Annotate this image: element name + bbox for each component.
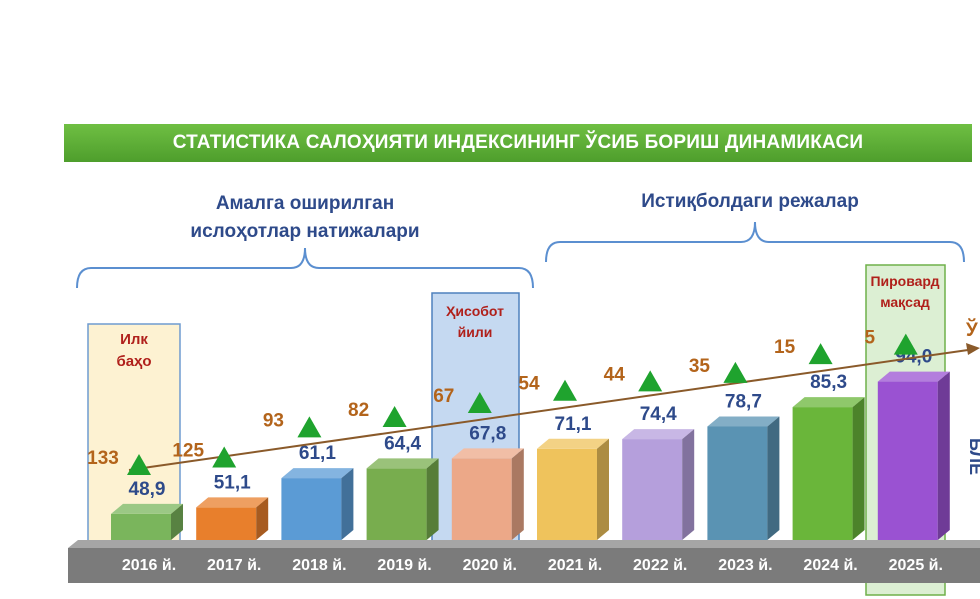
trend-marker [893,333,918,355]
bar-value-label: 78,7 [725,391,762,412]
bar [537,438,609,540]
category-label: 2018 й. [292,557,346,574]
trend-marker [127,454,151,475]
trend-marker [553,379,577,401]
trend-marker [808,343,833,365]
trend-marker [723,361,748,383]
bar [707,416,780,540]
bar-value-label: 51,1 [214,472,251,493]
first-year-annotation: Илк [120,331,148,348]
rank-value-label: 54 [518,374,540,395]
report-year-annotation: Ҳисобот [446,303,504,319]
bar-value-label: 64,4 [384,433,421,454]
bar-value-label: 85,3 [810,372,847,393]
rank-value-label: 44 [604,364,626,385]
bar [366,458,439,540]
bar-value-label: 61,1 [299,443,336,464]
report-year-annotation: йили [458,324,493,340]
bar [622,429,695,540]
category-label: 2023 й. [718,557,772,574]
brace-plans [545,221,965,263]
bar [451,448,524,540]
category-label: 2017 й. [207,557,261,574]
rank-value-label: 35 [689,356,711,377]
chart-title-bar: СТАТИСТИКА САЛОҲИЯТИ ИНДЕКСИНИНГ ЎСИБ БО… [64,124,972,162]
bar [111,503,183,540]
bar-value-label: 74,4 [640,404,677,425]
first-year-annotation: баҳо [116,353,151,370]
bar [877,371,950,540]
rank-value-label: 15 [774,337,796,358]
trend-arrowhead [966,343,980,355]
chart-title: СТАТИСТИКА САЛОҲИЯТИ ИНДЕКСИНИНГ ЎСИБ БО… [172,132,864,153]
bar-value-label: 67,8 [469,423,506,444]
rank-value-label: 5 [865,328,876,349]
bar-value-label: 48,9 [129,479,166,500]
trend-marker [382,406,407,428]
bar-value-label: 71,1 [555,414,592,435]
category-label: 2019 й. [377,557,431,574]
rank-value-label: 67 [433,386,454,407]
category-label: 2025 й. [889,557,943,574]
rank-value-label: 82 [348,400,369,421]
trend-marker [297,416,322,438]
bar [281,468,354,540]
cut-off-text-left: Ў [965,319,978,341]
bar [196,497,269,540]
group-label-plans: Истиқболдаги режалар [641,191,859,212]
rank-value-label: 133 [87,448,119,469]
trend-marker [467,391,492,413]
group-label-achieved: Амалга оширилган ислоҳотлар натижалари [190,193,420,242]
category-label: 2022 й. [633,557,687,574]
trend-marker [638,370,663,392]
trend-marker [212,446,237,468]
category-label: 2016 й. [122,557,176,574]
category-label: 2024 й. [803,557,857,574]
goal-year-annotation: Пировард [870,273,939,289]
bar [792,397,865,540]
category-label: 2021 й. [548,557,602,574]
rank-value-label: 125 [172,440,204,461]
base-platform [68,540,980,583]
cut-off-text-right: БЛЕ [966,438,980,475]
goal-year-annotation: мақсад [880,294,930,310]
brace-achieved [76,247,534,289]
category-label: 2020 й. [463,557,517,574]
rank-value-label: 93 [263,410,284,431]
trend-line [128,349,969,471]
